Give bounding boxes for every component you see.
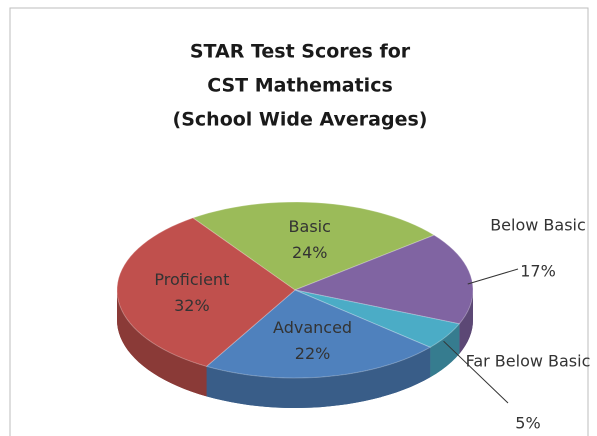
slice: [205, 289, 432, 379]
slice-side: [459, 290, 473, 354]
chart-title: CST Mathematics: [207, 75, 393, 97]
value-label: 17%: [520, 262, 556, 281]
leader-line: [443, 340, 509, 404]
slice-side: [430, 323, 460, 378]
chart-title: (School Wide Averages): [173, 109, 428, 131]
category-label: Advanced: [273, 318, 352, 337]
value-label: 22%: [295, 344, 331, 363]
slice: [191, 201, 436, 291]
slice-side: [117, 290, 207, 397]
slice-side: [206, 347, 431, 408]
value-label: 32%: [174, 296, 210, 315]
category-label: Far Below Basic: [466, 352, 591, 371]
category-label: Basic: [289, 217, 331, 236]
value-label: 24%: [292, 243, 328, 262]
category-label: Below Basic: [490, 216, 586, 235]
slice: [294, 289, 461, 348]
value-label: 5%: [515, 414, 540, 433]
category-label: Proficient: [154, 270, 229, 289]
leader-line: [467, 268, 519, 285]
slice: [293, 234, 474, 325]
chart-title: STAR Test Scores for: [190, 41, 411, 63]
slice: [116, 217, 296, 367]
